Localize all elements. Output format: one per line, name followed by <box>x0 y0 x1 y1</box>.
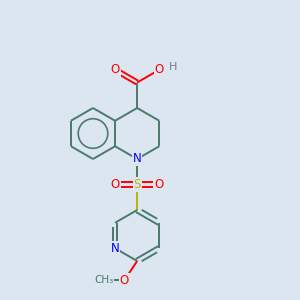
Text: S: S <box>134 178 141 191</box>
Text: N: N <box>133 152 142 166</box>
Text: CH₃: CH₃ <box>94 275 114 285</box>
Text: O: O <box>111 178 120 191</box>
Text: N: N <box>111 242 119 255</box>
Text: H: H <box>169 62 178 72</box>
Text: O: O <box>110 63 120 76</box>
Text: O: O <box>154 63 164 76</box>
Text: O: O <box>120 274 129 286</box>
Text: O: O <box>154 178 164 191</box>
